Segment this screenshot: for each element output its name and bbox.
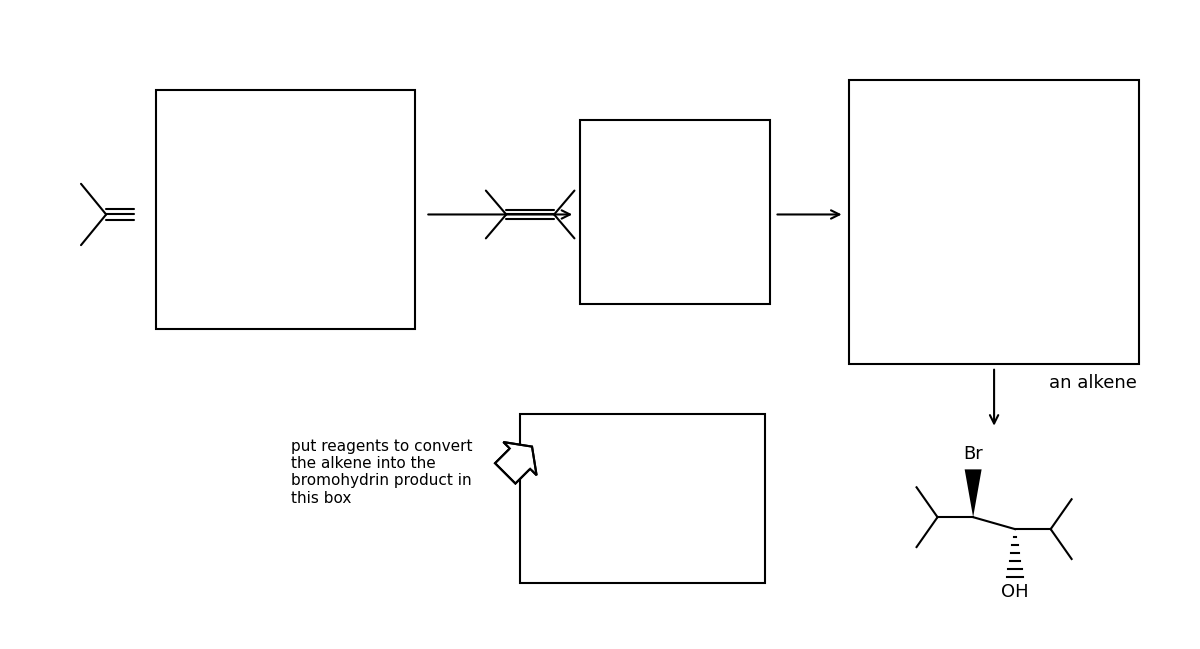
- Polygon shape: [965, 469, 982, 517]
- Bar: [850, 80, 1139, 364]
- Text: an alkene: an alkene: [1049, 374, 1136, 392]
- Text: Br: Br: [964, 445, 983, 463]
- Text: put reagents to convert
the alkene into the
bromohydrin product in
this box: put reagents to convert the alkene into …: [290, 439, 473, 506]
- Polygon shape: [496, 442, 536, 484]
- Bar: [156, 90, 415, 329]
- Bar: [580, 120, 769, 304]
- Bar: [520, 413, 764, 583]
- Text: OH: OH: [1001, 583, 1028, 601]
- Polygon shape: [504, 447, 533, 475]
